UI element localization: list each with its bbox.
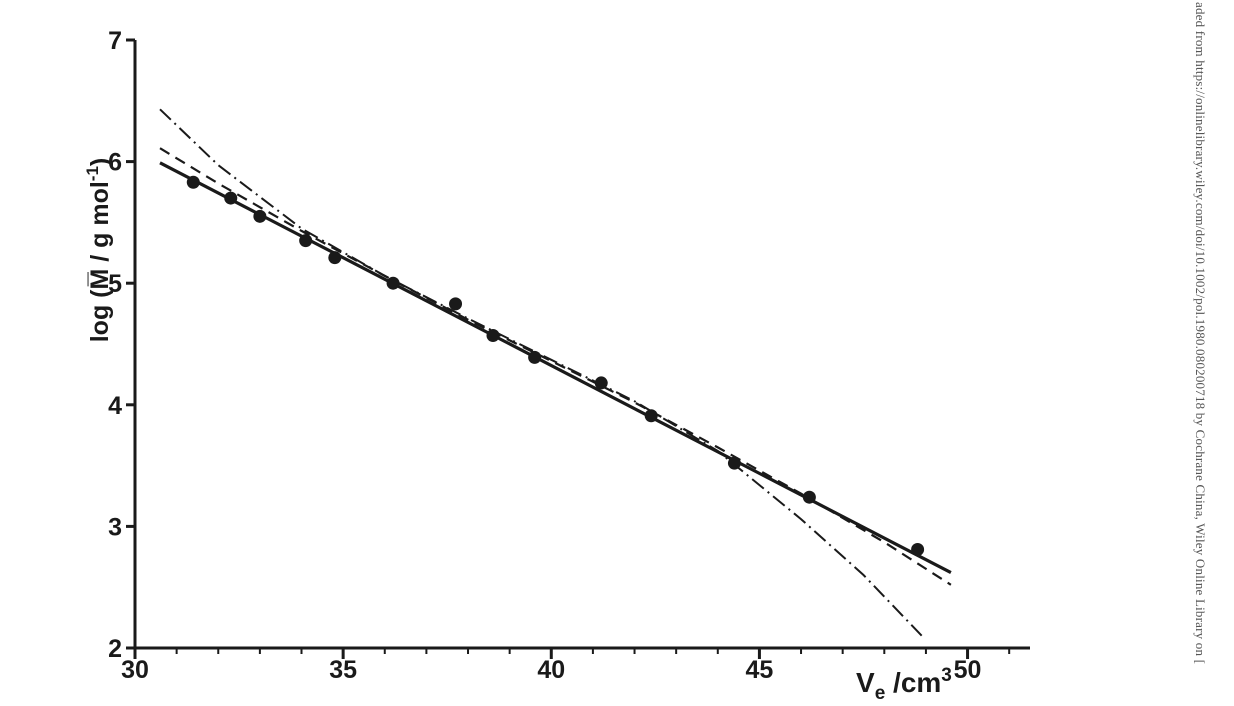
data-point xyxy=(486,328,500,342)
y-axis-title-tail: ) xyxy=(86,158,114,166)
x-axis-title: Ve /cm3 xyxy=(856,665,952,704)
data-point xyxy=(528,350,542,364)
y-tick-label: 4 xyxy=(108,392,122,420)
data-point xyxy=(224,191,238,205)
data-point xyxy=(802,490,816,504)
x-tick-label: 45 xyxy=(746,656,774,684)
y-axis-title: log (M̅ / g mol-1) xyxy=(83,158,114,343)
series-line-dashed xyxy=(159,147,952,586)
y-tick-label: 5 xyxy=(108,270,122,298)
data-point xyxy=(911,543,925,557)
chart-points xyxy=(186,175,925,557)
data-point xyxy=(644,409,658,423)
data-point xyxy=(186,175,200,189)
x-axis-title-unit: /cm xyxy=(885,667,941,698)
chart-curves xyxy=(159,108,952,637)
chart-axes xyxy=(126,38,1030,659)
y-tick-label: 7 xyxy=(108,27,122,55)
data-point xyxy=(328,251,342,265)
series-line-solid xyxy=(159,161,952,575)
data-point xyxy=(253,209,267,223)
data-point xyxy=(386,276,400,290)
data-point xyxy=(727,456,741,470)
x-axis-title-subscript: e xyxy=(875,683,886,704)
y-tick-label: 2 xyxy=(108,635,122,663)
y-tick-label: 3 xyxy=(108,513,122,541)
data-point xyxy=(594,376,608,390)
series-line-dash-dot xyxy=(159,108,923,637)
x-tick-label: 35 xyxy=(329,656,357,684)
x-tick-label: 40 xyxy=(537,656,565,684)
x-tick-label: 50 xyxy=(954,656,982,684)
x-axis-title-superscript: 3 xyxy=(941,665,952,686)
y-tick-label: 6 xyxy=(108,149,122,177)
y-axis-title-main: log (M̅ / g mol xyxy=(86,181,114,342)
data-point xyxy=(449,297,463,311)
y-axis-title-superscript: -1 xyxy=(83,166,102,181)
data-point xyxy=(299,234,313,248)
download-watermark-text: aded from https://onlinelibrary.wiley.co… xyxy=(1193,2,1208,664)
x-tick-label: 30 xyxy=(121,656,149,684)
x-axis-title-main: V xyxy=(856,667,875,698)
